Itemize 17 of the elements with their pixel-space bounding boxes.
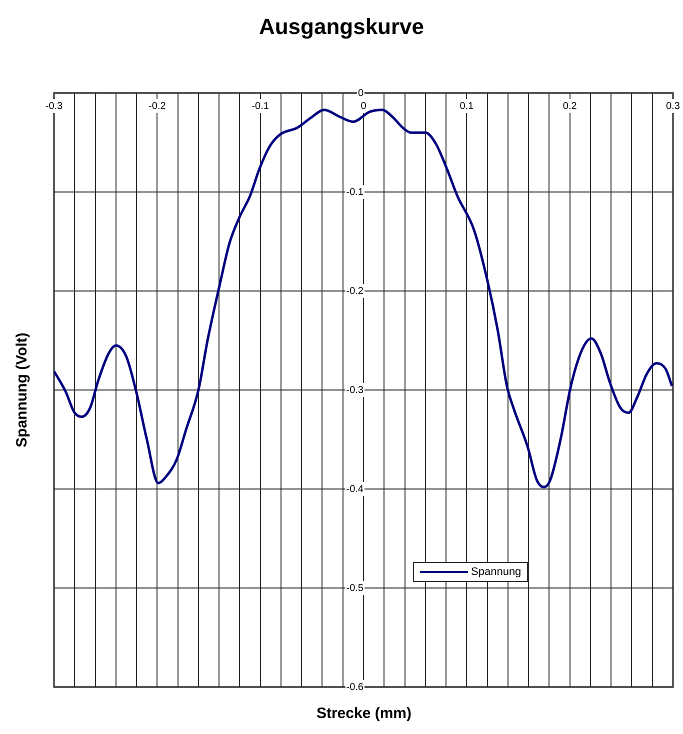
x-tick-label: -0.1 (252, 100, 270, 112)
x-axis-title: Strecke (mm) (315, 705, 413, 722)
y-tick-label: 0 (358, 88, 364, 99)
y-tick-label: -0.1 (346, 186, 364, 198)
y-tick-label: -0.2 (346, 286, 364, 297)
x-tick-label: 0.2 (562, 100, 578, 112)
y-tick-label: -0.6 (346, 682, 364, 693)
legend-label: Spannung (471, 566, 522, 578)
chart-title: Ausgangskurve (258, 14, 426, 40)
x-tick-label: 0.1 (460, 100, 474, 112)
y-tick-label: -0.4 (346, 484, 364, 495)
x-tick-label: 0.3 (666, 100, 680, 112)
x-tick-label: -0.2 (148, 100, 166, 112)
y-axis-title: Spannung (Volt) (14, 332, 30, 448)
y-tick-label: -0.5 (346, 582, 364, 594)
y-tick-label: -0.3 (346, 384, 364, 396)
x-tick-label: -0.3 (45, 100, 64, 112)
